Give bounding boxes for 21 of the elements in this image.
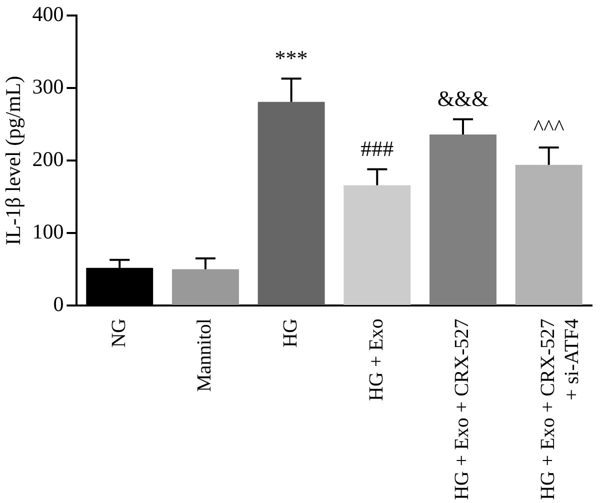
y-tick-label: 100 (32, 220, 64, 244)
y-tick-label: 200 (32, 147, 64, 172)
y-tick-label: 400 (32, 2, 64, 26)
annotation: &&& (437, 86, 489, 112)
x-tick-label: HG + Exo (365, 318, 388, 401)
bar (344, 185, 411, 306)
annotation: *** (274, 45, 308, 70)
y-axis-title: IL-1β level (pg/mL) (1, 76, 26, 246)
y-tick-label: 0 (53, 292, 64, 316)
x-tick-label: NG (108, 318, 130, 348)
x-tick-label: HG + Exo + CRX-527 + si-ATF4 (537, 318, 584, 500)
bar (515, 164, 582, 306)
annotation: ### (360, 136, 394, 162)
x-tick-label: HG + Exo + CRX-527 (451, 318, 474, 500)
y-tick-label: 300 (32, 74, 64, 99)
annotation: ^^^ (533, 114, 565, 140)
bar (258, 102, 325, 306)
x-tick-label: HG (280, 318, 302, 348)
bar (430, 134, 496, 306)
bar (172, 269, 239, 306)
x-tick-label: Mannitol (194, 318, 216, 392)
